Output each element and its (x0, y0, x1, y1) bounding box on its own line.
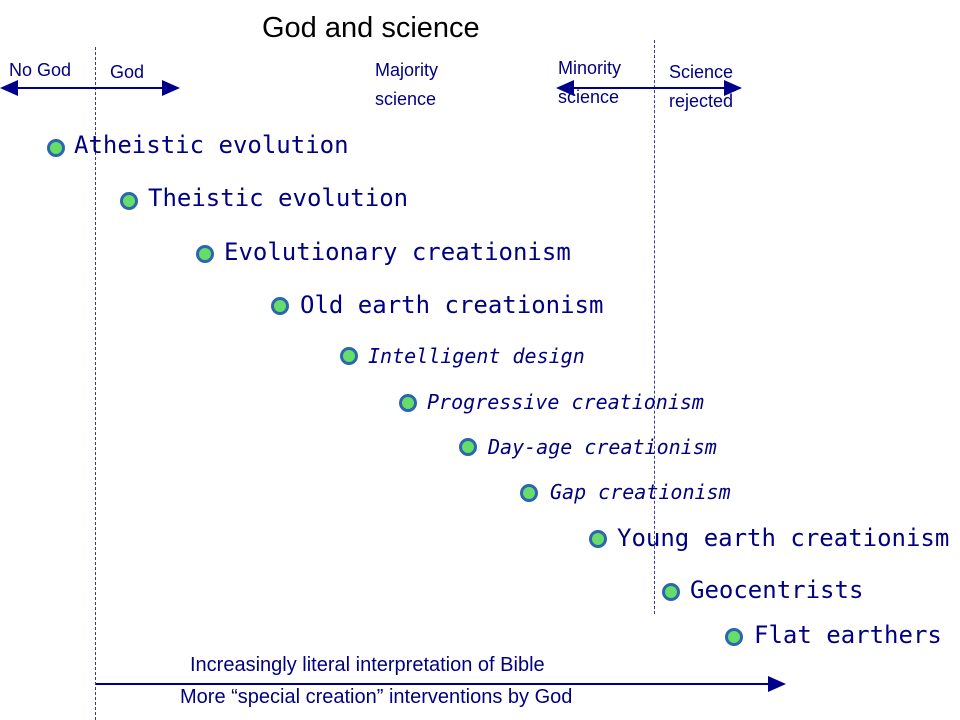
bullet-icon (520, 484, 538, 502)
minority-science-label-line1: Minority (558, 58, 622, 78)
bullet-icon (196, 245, 214, 263)
position-day-age-creationism: Day-age creationism (488, 435, 717, 459)
literalism-axis-label: Increasingly literal interpretation of B… (190, 654, 545, 676)
science-rejected-divider-line (654, 40, 655, 614)
bullet-icon (459, 438, 477, 456)
position-flat-earthers: Flat earthers (754, 621, 942, 649)
no-god-label: No God (9, 60, 72, 80)
science-rejected-label-line1: Science (669, 62, 734, 82)
position-theistic-evolution: Theistic evolution (148, 184, 409, 212)
bullet-icon (662, 583, 680, 601)
position-gap-creationism: Gap creationism (550, 480, 731, 504)
god-label: God (110, 62, 145, 82)
bullet-icon (725, 628, 743, 646)
bullet-icon (271, 297, 289, 315)
bullet-icon (340, 347, 358, 365)
majority-science-label-line2: science (375, 89, 437, 109)
position-evolutionary-creationism: Evolutionary creationism (224, 238, 571, 266)
position-young-earth-creationism: Young earth creationism (617, 524, 950, 552)
majority-science-label-line1: Majority (375, 60, 439, 80)
position-atheistic-evolution: Atheistic evolution (74, 131, 349, 159)
bullet-icon (399, 394, 417, 412)
bullet-icon (47, 139, 65, 157)
slide-title: God and science (262, 12, 480, 44)
science-rejected-label-line2: rejected (669, 91, 734, 111)
position-old-earth-creationism: Old earth creationism (300, 291, 604, 319)
bullet-icon (589, 530, 607, 548)
position-geocentrists: Geocentrists (690, 576, 864, 604)
position-intelligent-design: Intelligent design (368, 344, 585, 368)
bullet-icon (120, 192, 138, 210)
god-divider-line (95, 47, 96, 720)
special-creation-axis-label: More “special creation” interventions by… (180, 686, 573, 708)
position-progressive-creationism: Progressive creationism (427, 390, 704, 414)
